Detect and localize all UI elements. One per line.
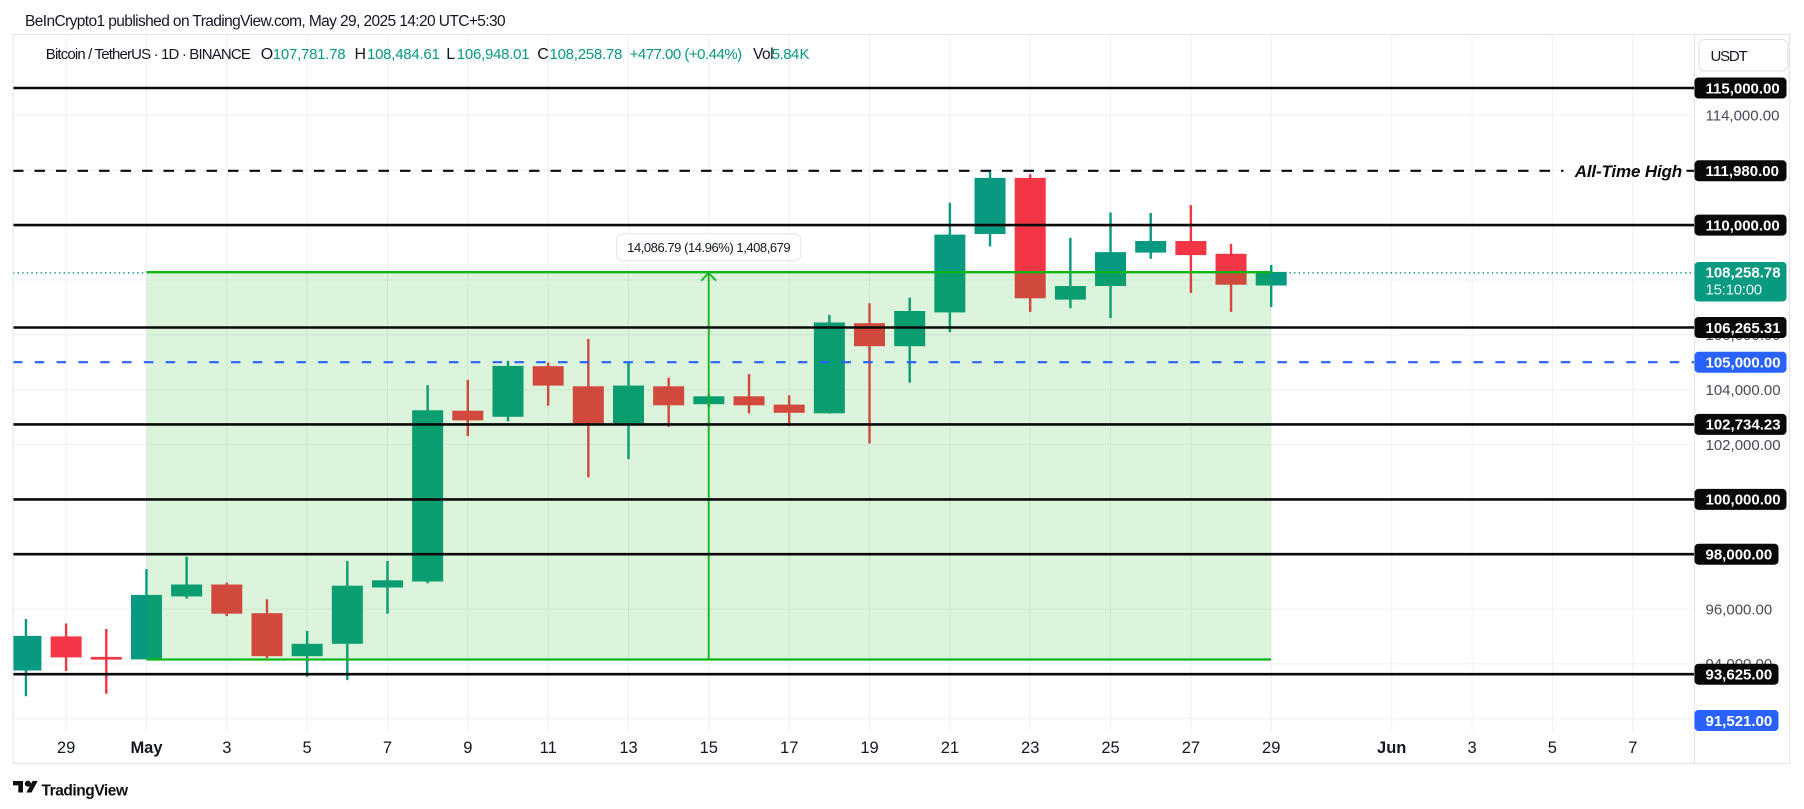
svg-text:USDT: USDT	[1711, 48, 1748, 65]
svg-text:93,625.00: 93,625.00	[1706, 667, 1773, 684]
svg-text:3: 3	[1468, 739, 1477, 757]
svg-text:All-Time High: All-Time High	[1574, 162, 1682, 181]
svg-text:17: 17	[780, 739, 798, 757]
svg-text:115,000.00: 115,000.00	[1706, 80, 1780, 97]
svg-text:5: 5	[303, 739, 312, 757]
svg-text:Bitcoin / TetherUS · 1D · BINA: Bitcoin / TetherUS · 1D · BINANCE	[46, 46, 251, 63]
svg-text:+477.00 (+0.44%)5.84K: +477.00 (+0.44%) 5.84K	[630, 46, 810, 63]
svg-text:106,265.31: 106,265.31	[1706, 320, 1781, 337]
svg-text:9: 9	[463, 739, 472, 757]
svg-text:5: 5	[1548, 739, 1557, 757]
svg-text:14,086.79 (14.96%) 1,408,679: 14,086.79 (14.96%) 1,408,679	[627, 240, 790, 255]
svg-text:108,258.78: 108,258.78	[1706, 264, 1781, 281]
svg-text:104,000.00: 104,000.00	[1706, 382, 1781, 399]
svg-text:Vol: Vol	[753, 46, 773, 63]
svg-text:7: 7	[1628, 739, 1637, 757]
svg-text:BeInCrypto1 published on Tradi: BeInCrypto1 published on TradingView.com…	[25, 13, 506, 30]
svg-text:21: 21	[941, 739, 959, 757]
svg-text:111,980.00: 111,980.00	[1706, 163, 1779, 180]
svg-text:3: 3	[222, 739, 231, 757]
svg-text:27: 27	[1182, 739, 1200, 757]
svg-text:25: 25	[1101, 739, 1119, 757]
svg-text:102,000.00: 102,000.00	[1706, 437, 1781, 454]
svg-text:23: 23	[1021, 739, 1039, 757]
svg-text:13: 13	[619, 739, 637, 757]
svg-text:96,000.00: 96,000.00	[1706, 601, 1773, 618]
svg-text:98,000.00: 98,000.00	[1706, 547, 1773, 564]
svg-text:15:10:00: 15:10:00	[1706, 282, 1762, 299]
svg-text:May: May	[130, 739, 163, 757]
svg-text:29: 29	[1262, 739, 1280, 757]
svg-text:Jun: Jun	[1377, 739, 1406, 757]
svg-text:11: 11	[540, 739, 557, 757]
svg-text:110,000.00: 110,000.00	[1706, 217, 1780, 234]
svg-text:7: 7	[383, 739, 392, 757]
svg-text:91,521.00: 91,521.00	[1706, 713, 1773, 730]
svg-text:19: 19	[860, 739, 878, 757]
svg-text:TradingView: TradingView	[42, 782, 129, 799]
svg-text:114,000.00: 114,000.00	[1706, 108, 1780, 125]
svg-text:100,000.00: 100,000.00	[1706, 492, 1781, 509]
svg-text:102,734.23: 102,734.23	[1706, 417, 1781, 434]
svg-text:29: 29	[57, 739, 75, 757]
svg-text:105,000.00: 105,000.00	[1706, 355, 1781, 372]
svg-text:15: 15	[700, 739, 718, 757]
